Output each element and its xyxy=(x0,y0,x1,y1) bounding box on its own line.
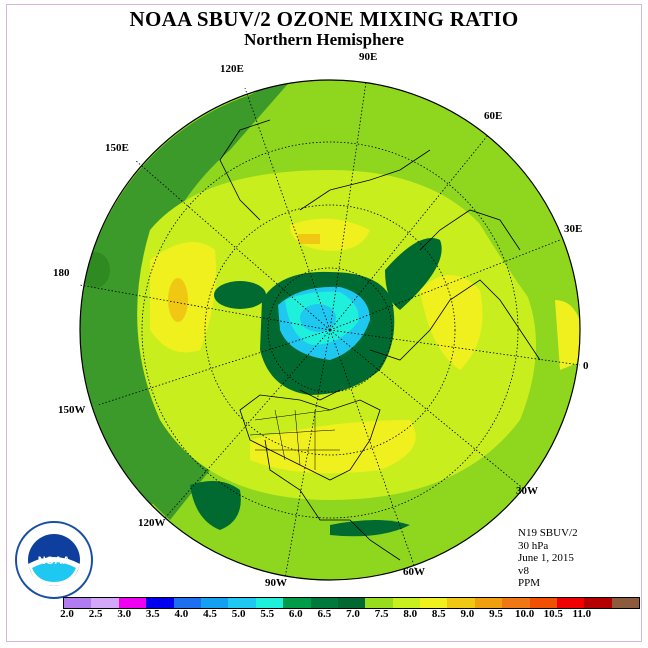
blue-center xyxy=(300,304,336,332)
colorbar-swatch xyxy=(146,598,174,608)
colorbar-tick-label: 5.5 xyxy=(260,608,275,620)
colorbar xyxy=(63,597,641,609)
colorbar-swatch xyxy=(118,598,147,608)
lon-label-150w: 150W xyxy=(58,404,86,416)
colorbar-tick-label: 4.0 xyxy=(174,608,189,620)
colorbar-swatch xyxy=(474,598,503,608)
graticule xyxy=(79,81,581,579)
colorbar-swatch xyxy=(173,598,201,608)
colorbar-swatch xyxy=(420,598,448,608)
colorbar-tick-label: 8.5 xyxy=(431,608,446,620)
dark-lobe-east xyxy=(385,238,442,310)
colorbar-swatch xyxy=(365,598,393,608)
colorbar-swatch xyxy=(447,598,475,608)
colorbar-tick-label: 3.0 xyxy=(117,608,132,620)
colorbar-swatch xyxy=(200,598,229,608)
colorbar-tick-label: 7.5 xyxy=(374,608,389,620)
colorbar-tick-label: 10.0 xyxy=(514,608,535,620)
colorbar-tick-label: 8.0 xyxy=(403,608,418,620)
lon-label-180: 180 xyxy=(53,267,70,279)
colorbar-swatch xyxy=(228,598,256,608)
coastlines xyxy=(219,119,541,561)
info-pressure: 30 hPa xyxy=(518,539,549,552)
lon-label-30e: 30E xyxy=(564,223,583,235)
colorbar-tick-label: 7.0 xyxy=(346,608,360,620)
colorbar-swatch xyxy=(584,598,612,608)
colorbar-tick-label: 2.0 xyxy=(60,608,74,620)
lon-label-90e: 90E xyxy=(359,51,378,63)
lon-label-0: 0 xyxy=(583,360,589,372)
yellow-east xyxy=(420,275,483,370)
colorbar-swatch xyxy=(310,598,338,608)
info-instrument: N19 SBUV/2 xyxy=(518,527,578,539)
lon-label-60e: 60E xyxy=(484,110,503,122)
colorbar-swatch xyxy=(337,598,366,608)
lon-label-90w: 90W xyxy=(265,577,287,589)
colorbar-swatch xyxy=(255,598,284,608)
colorbar-tick-label: 10.5 xyxy=(543,608,563,620)
lon-label-30w: 30W xyxy=(516,485,538,497)
colorbar-ticks: 2.0 2.5 3.0 3.5 4.0 4.5 5.0 5.5 6.0 6.5 7.0 7.5 8.0 8… xyxy=(51,608,611,622)
figure-frame xyxy=(6,4,642,642)
lon-label-150e: 150E xyxy=(105,142,129,154)
map-boundary xyxy=(79,79,581,581)
map-subtitle: Northern Hemisphere xyxy=(244,30,404,49)
us-states xyxy=(249,409,340,470)
colorbar-tick-label: 5.0 xyxy=(231,608,246,620)
info-date: June 1, 2015 xyxy=(518,552,574,564)
orange-north xyxy=(298,234,320,244)
colorbar-tick-label: 6.0 xyxy=(288,608,303,620)
colorbar-tick-label: 9.5 xyxy=(489,608,503,620)
info-version: v8 xyxy=(518,564,529,577)
map-title: NOAA SBUV/2 OZONE MIXING RATIO xyxy=(129,7,519,31)
yellow-edge xyxy=(555,300,580,370)
info-block: N19 SBUV/2 30 hPa June 1, 2015 v8 PPM xyxy=(518,527,578,590)
colorbar-swatch xyxy=(91,598,119,608)
colorbar-swatch xyxy=(283,598,311,608)
colorbar-swatch xyxy=(529,598,558,608)
lon-label-120e: 120E xyxy=(220,63,244,75)
dark-lobe-west xyxy=(214,281,266,309)
colorbar-swatch xyxy=(611,598,640,608)
colorbar-tick-label: 2.5 xyxy=(88,608,103,620)
lon-label-120w: 120W xyxy=(138,517,166,529)
colorbar-tick-label: 4.5 xyxy=(203,608,217,620)
logo-text: NOAA xyxy=(38,555,70,567)
colorbar-swatch xyxy=(502,598,530,608)
colorbar-tick-label: 9.0 xyxy=(460,608,475,620)
orange-west xyxy=(168,278,188,322)
colorbar-swatch xyxy=(392,598,421,608)
noaa-logo: NOAA xyxy=(15,521,93,599)
colorbar-swatch xyxy=(557,598,585,608)
info-units: PPM xyxy=(518,577,541,589)
lon-label-60w: 60W xyxy=(403,566,425,578)
colorbar-tick-label: 3.5 xyxy=(145,608,160,620)
colorbar-swatch xyxy=(64,598,92,608)
dark-caribbean xyxy=(330,520,410,537)
colorbar-tick-label: 11.0 xyxy=(572,608,592,620)
colorbar-tick-label: 6.5 xyxy=(317,608,332,620)
yellow-south xyxy=(250,420,416,474)
dark-pacific xyxy=(190,481,241,530)
